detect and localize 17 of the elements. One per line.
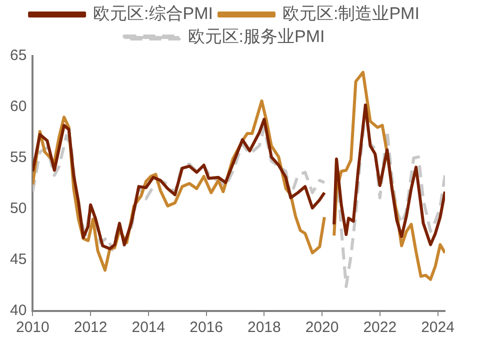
y-tick-label: 40 bbox=[10, 302, 27, 320]
y-tick-label: 55 bbox=[10, 149, 27, 166]
y-tick-label: 60 bbox=[10, 98, 27, 116]
x-tick-label: 2010 bbox=[16, 319, 50, 336]
legend-label: 欧元区:综合PMI bbox=[93, 4, 214, 24]
y-tick-label: 50 bbox=[10, 200, 27, 218]
x-tick-label: 2016 bbox=[190, 319, 223, 336]
x-tick-label: 2022 bbox=[363, 319, 397, 336]
y-tick-label: 65 bbox=[10, 47, 27, 64]
x-tick-label: 2020 bbox=[305, 319, 339, 336]
x-tick-label: 2018 bbox=[247, 319, 281, 336]
x-tick-label: 2012 bbox=[74, 319, 108, 336]
legend-label: 欧元区:制造业PMI bbox=[282, 4, 420, 24]
y-tick-label: 45 bbox=[10, 251, 27, 268]
x-tick-label: 2014 bbox=[132, 319, 166, 336]
x-tick-label: 2024 bbox=[421, 319, 454, 336]
legend-label: 欧元区:服务业PMI bbox=[188, 27, 325, 46]
